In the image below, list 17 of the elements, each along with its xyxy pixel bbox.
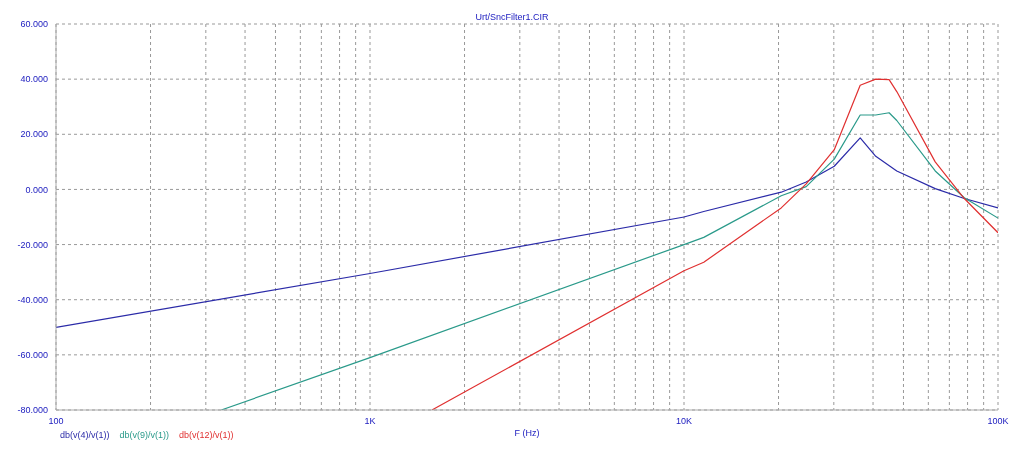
y-tick-label: 0.000: [25, 184, 48, 195]
text: db(v(4)/v(1)): [60, 430, 110, 440]
y-tick-label: 40.000: [20, 74, 48, 85]
y-tick-label: -40.000: [17, 294, 48, 305]
y-tick-label: -60.000: [17, 350, 48, 361]
y-tick-label: 60.000: [20, 19, 48, 30]
x-tick-label: 10K: [675, 416, 693, 427]
text: db(v(9)/v(1)): [119, 430, 170, 440]
x-tick-label: 100: [48, 416, 64, 427]
y-tick-label: 20.000: [20, 129, 48, 140]
x-tick-label: 1K: [364, 416, 376, 427]
x-tick-label: 100K: [987, 416, 1009, 427]
chart-title: Urt/SncFilter1.CIR: [475, 12, 549, 22]
text: db(v(12)/v(1)): [179, 430, 234, 440]
y-tick-label: -80.000: [17, 405, 48, 416]
x-axis-title: F (Hz): [514, 428, 540, 438]
y-tick-label: -20.000: [17, 239, 48, 250]
